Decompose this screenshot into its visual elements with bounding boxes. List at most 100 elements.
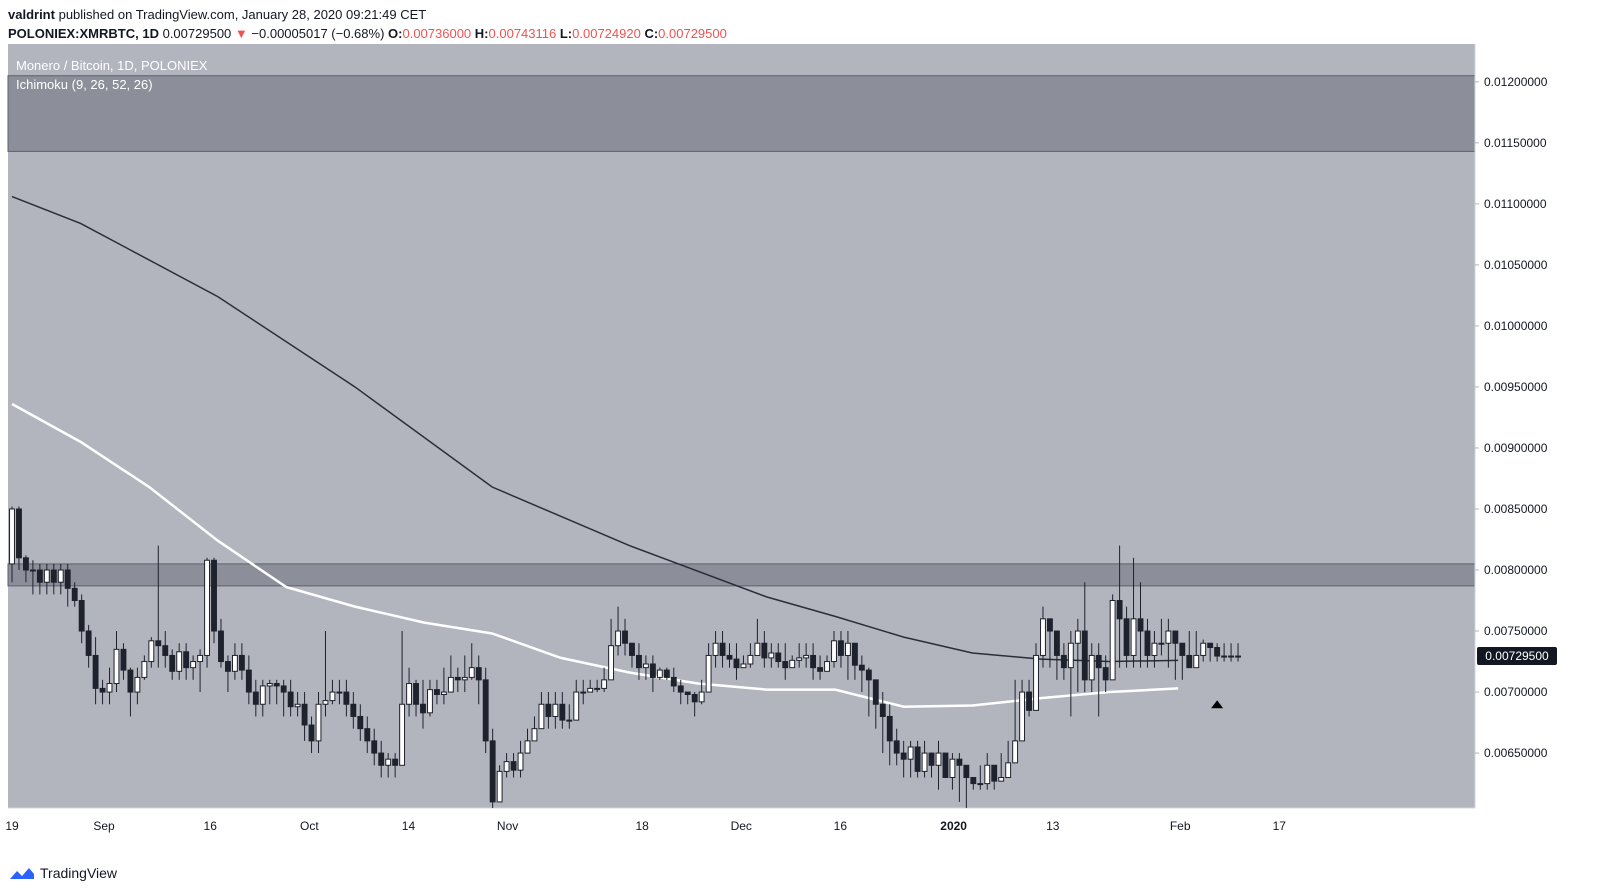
plot-area[interactable] [8,44,1475,808]
candle-body [1214,647,1221,657]
candle-body [656,669,663,678]
candle [1060,643,1067,680]
time-tick-label: Dec [731,819,752,833]
candle-body [336,691,343,694]
candle [705,643,712,693]
candle-body [287,691,294,708]
candle [113,631,120,693]
candle-body [1151,642,1158,656]
indicator-legend[interactable]: Ichimoku (9, 26, 52, 26) [16,77,153,92]
candle [489,728,496,808]
author-name[interactable]: valdrint [8,7,55,22]
candle [1151,631,1158,668]
candle-body [1179,642,1186,656]
candle-body [984,764,991,785]
candle-body [29,569,36,572]
candle [1158,618,1165,656]
candle-body [1053,630,1060,656]
candle [406,667,413,717]
candle [308,716,315,754]
candle-body [949,758,956,778]
time-axis[interactable]: 19 Sep 16 Oct 14 Nov 18 Dec 16 2020 13 Feb 17 [5,807,1475,833]
candle [1228,643,1235,662]
candle-body [420,703,426,714]
candle [1040,606,1046,668]
candle-body [245,669,252,693]
candle [663,667,670,680]
candle [733,643,740,680]
candle-body [963,764,970,778]
candle [1026,679,1032,717]
time-tick-label: Nov [497,819,518,833]
candle [782,643,789,680]
candle [176,643,183,680]
candle [120,643,127,680]
candle-body [552,703,559,717]
candle-body [1109,600,1116,681]
candle-body [266,683,273,687]
current-price-text: 0.00729500 [1485,649,1549,663]
candle-body [440,691,447,695]
candle-body [1172,630,1179,644]
candle [420,679,426,729]
candle [1012,679,1019,764]
candle [935,740,942,790]
candle [204,557,210,668]
candle-body [343,691,350,705]
candle [754,618,761,656]
candle-body [1116,600,1123,620]
candle-body [977,783,984,786]
candle-body [16,508,22,559]
time-tick-label: 16 [204,819,218,833]
last-price: 0.00729500 [162,26,232,41]
candle [29,560,36,595]
price-tick-label: 0.01000000 [1484,319,1548,333]
candle [1109,594,1116,681]
candle [385,753,392,778]
candle [440,667,447,705]
candle [538,692,545,730]
candle-body [803,654,810,659]
candle [524,728,531,754]
candle-body [1200,642,1207,656]
candle-body [259,685,266,705]
price-axis[interactable]: 0.01200000 0.01150000 0.01100000 0.01050000… [1474,44,1548,808]
candle [1005,740,1012,778]
candle-body [622,630,628,644]
candle-body [677,685,684,693]
candle [64,563,71,607]
candle [301,692,308,741]
candle-body [71,587,78,602]
candle [601,667,608,693]
candle [1033,643,1039,711]
candle-body [580,691,587,694]
candle [545,692,552,729]
candle-body [1165,630,1172,644]
time-tick-label: Sep [93,819,115,833]
candle-body [1040,618,1046,656]
candle [851,642,858,680]
candle-body [322,700,329,705]
tradingview-footer[interactable]: TradingView [8,865,117,881]
candle [16,506,22,571]
time-tick-label: 14 [402,819,416,833]
candle [475,655,482,705]
candle [719,631,726,668]
candle-body [768,652,775,659]
candle-body [1026,691,1032,711]
candle-body [1005,762,1012,778]
candle [225,655,231,693]
time-tick-label: Oct [300,819,319,833]
candle-body [615,630,621,647]
candle [817,655,824,680]
candle-body [148,640,155,663]
candle-body [120,648,127,671]
candle-body [36,569,43,583]
candle [838,631,844,668]
candle-body [127,669,134,693]
candle-body [817,667,824,672]
candle [677,679,684,705]
candle-body [824,661,830,672]
candle [252,679,259,717]
